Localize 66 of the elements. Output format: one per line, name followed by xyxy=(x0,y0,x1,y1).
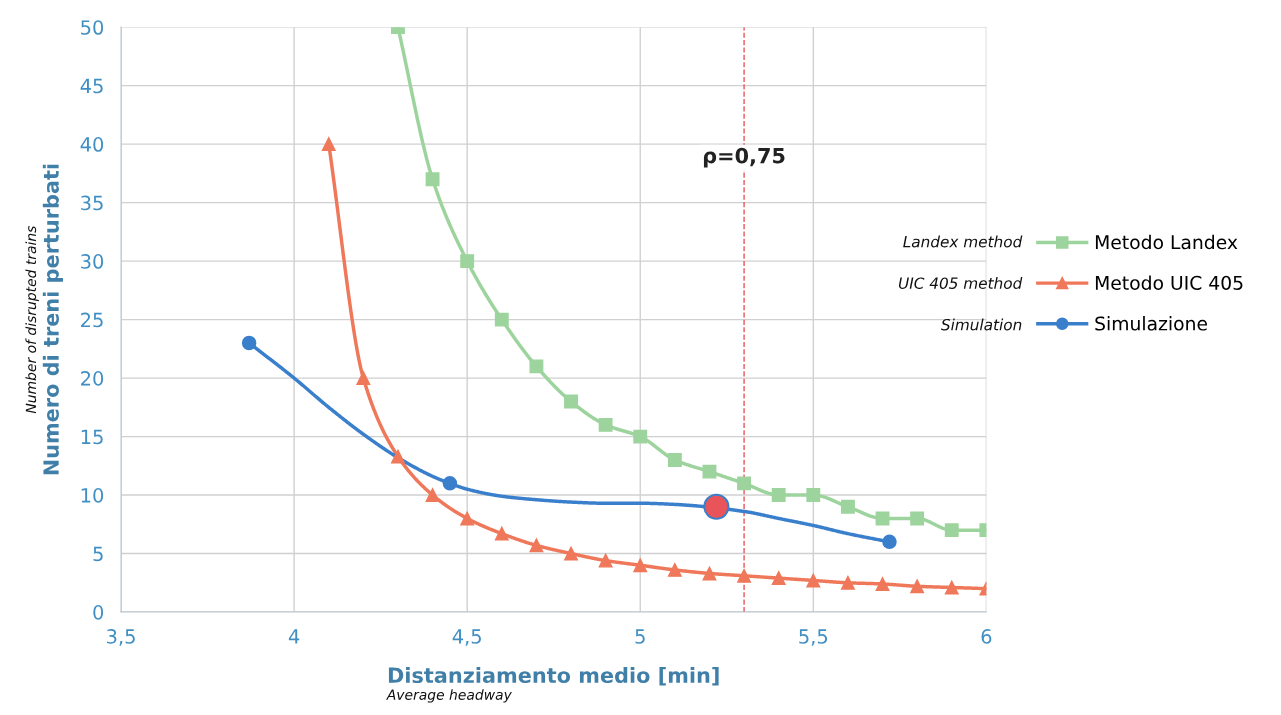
x-tick-label: 3,5 xyxy=(107,629,135,646)
point xyxy=(840,499,855,514)
point xyxy=(494,312,509,327)
point xyxy=(241,335,257,351)
point xyxy=(494,526,509,541)
point xyxy=(564,394,578,409)
point xyxy=(882,534,897,550)
point xyxy=(460,254,475,269)
x-tick-label: 4,5 xyxy=(452,629,481,646)
annotation: ρ=0,75 xyxy=(703,147,785,168)
y-tick-label: 45 xyxy=(80,78,103,94)
text: Number of disrupted trains xyxy=(25,225,39,414)
point xyxy=(391,449,405,464)
legend-label: Simulazione xyxy=(1095,316,1208,331)
y-tick-label: 20 xyxy=(81,371,104,386)
x-tick-label: 4 xyxy=(288,629,300,644)
annotation: Landex method xyxy=(903,235,1023,248)
point xyxy=(737,568,752,583)
legend-label: Metodo UIC 405 xyxy=(1095,275,1243,290)
point xyxy=(702,566,717,581)
x-tick-label: 5 xyxy=(635,629,645,644)
point xyxy=(321,137,336,152)
y-tick-label: 40 xyxy=(80,137,104,152)
text: Average headway xyxy=(386,689,512,703)
point xyxy=(771,488,786,503)
y-tick-label: 25 xyxy=(81,312,103,328)
point xyxy=(875,577,890,591)
point xyxy=(806,488,821,503)
point xyxy=(840,575,855,590)
y-axis-title: Numero di treni perturbati xyxy=(42,164,63,475)
y-tick-label: 50 xyxy=(81,20,104,35)
point xyxy=(910,511,925,526)
annotation: UIC 405 method xyxy=(898,277,1023,289)
y-tick-label: 35 xyxy=(81,195,103,211)
point xyxy=(633,558,648,573)
point xyxy=(460,511,475,526)
point xyxy=(737,476,752,491)
point xyxy=(633,429,648,444)
legend-label: Metodo Landex xyxy=(1095,234,1238,250)
y-tick-label: 10 xyxy=(81,488,104,503)
point xyxy=(598,417,613,432)
x-axis-title: Distanziamento medio [min] xyxy=(388,666,719,686)
point xyxy=(667,562,682,577)
point xyxy=(944,580,959,595)
point xyxy=(564,546,578,561)
y-tick-label: 30 xyxy=(81,254,104,269)
point xyxy=(667,453,682,467)
point xyxy=(529,359,544,374)
y-tick-label: 5 xyxy=(93,546,103,562)
annotation: Simulation xyxy=(941,318,1022,331)
point xyxy=(529,538,544,553)
point xyxy=(702,464,717,479)
y-tick-label: 0 xyxy=(93,605,104,620)
y-tick-label: 15 xyxy=(81,429,103,445)
point xyxy=(425,488,440,503)
point xyxy=(910,579,925,594)
point xyxy=(806,573,821,588)
point xyxy=(442,476,458,491)
x-tick-label: 5,5 xyxy=(799,629,828,646)
point xyxy=(771,571,786,586)
point xyxy=(944,523,959,538)
point xyxy=(425,172,440,187)
x-tick-label: 6 xyxy=(981,629,992,644)
point xyxy=(703,493,730,520)
point xyxy=(598,553,613,568)
point xyxy=(356,371,371,386)
